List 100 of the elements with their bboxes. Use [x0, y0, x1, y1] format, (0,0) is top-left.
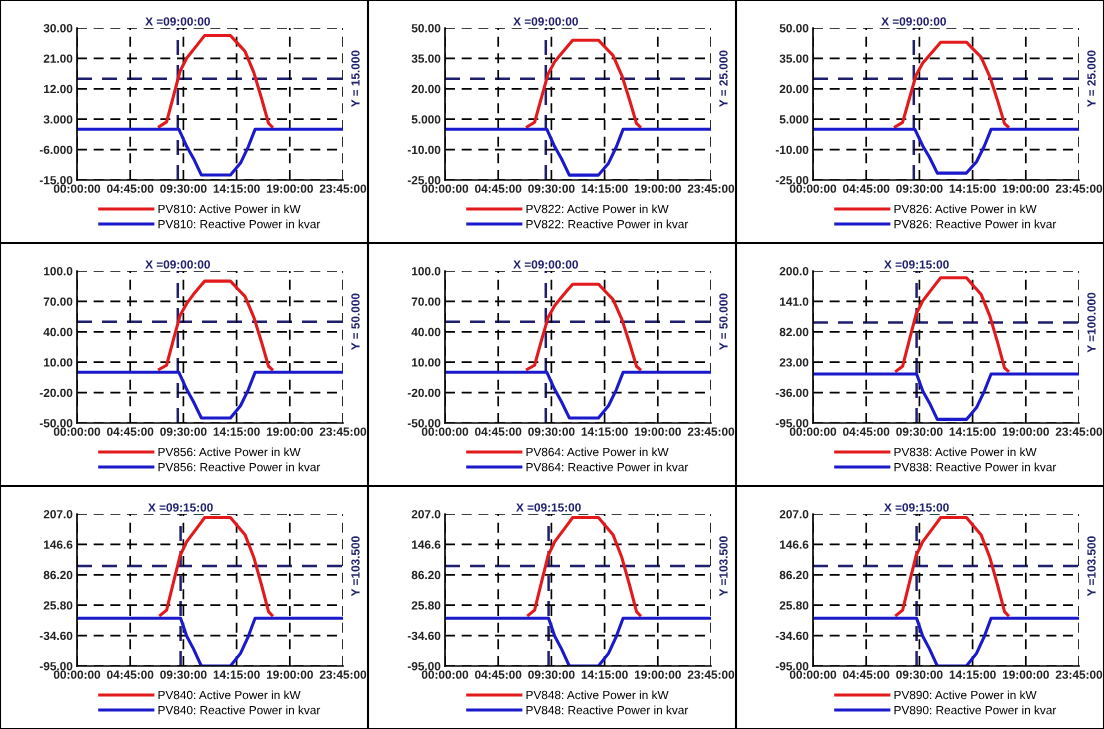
x-tick-label: 09:30:00	[896, 670, 943, 679]
ref-line-label: Y =103.500	[351, 536, 360, 597]
legend-label: PV890: Reactive Power in kvar	[894, 705, 1057, 715]
legend-label: PV848: Reactive Power in kvar	[526, 705, 689, 715]
y-tick-label: 40.00	[411, 327, 441, 337]
y-tick-label: 86.20	[411, 570, 441, 580]
x-tick-label: 23:45:00	[319, 427, 367, 436]
line-series	[894, 515, 1010, 617]
x-tick-label: 00:00:00	[53, 184, 101, 193]
legend-label: PV890: Active Power in kW	[894, 690, 1037, 700]
y-tick-label: 50.00	[411, 24, 441, 33]
legend-label: PV838: Reactive Power in kvar	[894, 462, 1057, 472]
x-tick-label: 23:45:00	[319, 670, 367, 679]
x-tick-label: 23:45:00	[687, 670, 735, 679]
legend-label: PV822: Active Power in kW	[526, 204, 669, 214]
x-tick-label: 04:45:00	[475, 427, 522, 436]
x-tick-label: 19:00:00	[634, 184, 681, 193]
x-tick-label: 09:30:00	[528, 427, 575, 436]
x-tick-label: 00:00:00	[421, 184, 469, 193]
ref-line-label: X =09:00:00	[145, 17, 210, 26]
x-tick-label: 14:15:00	[213, 670, 260, 679]
y-tick-label: -36.00	[775, 388, 809, 398]
y-tick-label: 35.00	[779, 54, 809, 63]
x-tick-label: 09:30:00	[528, 670, 575, 679]
ref-line-label: X =09:00:00	[513, 17, 578, 26]
legend-label: PV856: Active Power in kW	[158, 447, 301, 457]
x-tick-label: 14:15:00	[581, 184, 628, 193]
x-tick-label: 09:30:00	[160, 427, 207, 436]
y-tick-label: -25.00	[407, 176, 441, 185]
legend-label: PV826: Active Power in kW	[894, 204, 1037, 214]
x-tick-label: 04:45:00	[843, 670, 890, 679]
y-tick-label: 30.00	[43, 24, 73, 33]
y-tick-label: -34.60	[775, 631, 809, 641]
line-series	[813, 127, 1079, 175]
x-tick-label: 09:30:00	[528, 184, 575, 193]
ref-line-label: Y =103.500	[1087, 536, 1096, 597]
x-tick-label: 00:00:00	[421, 427, 469, 436]
ref-line-label: Y = 15.000	[351, 50, 360, 108]
legend-label: PV838: Active Power in kW	[894, 447, 1037, 457]
y-tick-label: 3.000	[43, 115, 73, 124]
x-tick-label: 23:45:00	[687, 184, 735, 193]
x-tick-label: 00:00:00	[789, 427, 837, 436]
y-tick-label: 207.0	[779, 510, 809, 519]
y-tick-label: 25.80	[411, 601, 441, 610]
line-series	[893, 40, 1010, 129]
y-tick-label: 86.20	[779, 570, 809, 580]
x-tick-label: 09:30:00	[896, 427, 943, 436]
x-tick-label: 14:15:00	[581, 670, 628, 679]
y-tick-label: 86.20	[43, 570, 73, 580]
ref-line-label: Y = 25.000	[1087, 50, 1096, 108]
ref-line-label: X =09:15:00	[516, 503, 581, 512]
y-tick-label: -20.00	[407, 388, 441, 397]
x-tick-label: 04:45:00	[843, 427, 890, 436]
legend-label: PV840: Reactive Power in kvar	[158, 705, 321, 715]
y-tick-label: 146.6	[780, 540, 809, 549]
legend-label: PV848: Active Power in kW	[526, 690, 669, 700]
ref-line-label: X =09:15:00	[148, 503, 213, 512]
ref-line-label: Y = 50.000	[719, 293, 728, 351]
x-tick-label: 09:30:00	[160, 184, 207, 193]
x-tick-label: 14:15:00	[949, 184, 996, 193]
y-tick-label: 200.0	[779, 267, 809, 276]
x-tick-label: 04:45:00	[107, 670, 154, 679]
y-tick-label: 40.00	[43, 327, 73, 337]
y-tick-label: 10.00	[44, 358, 73, 367]
ref-line-label: X =09:00:00	[881, 17, 946, 26]
ref-line-label: X =09:00:00	[145, 260, 210, 269]
y-tick-label: 5.000	[779, 115, 809, 124]
legend-label: PV810: Reactive Power in kvar	[158, 219, 321, 229]
y-tick-label: 100.0	[412, 267, 441, 276]
y-tick-label: -95.00	[775, 662, 809, 671]
x-tick-label: 00:00:00	[421, 670, 469, 679]
x-tick-label: 23:45:00	[1055, 670, 1103, 679]
x-tick-label: 14:15:00	[949, 427, 996, 436]
y-tick-label: -95.00	[39, 662, 73, 671]
ref-line-label: X =09:15:00	[884, 260, 949, 269]
x-tick-label: 14:15:00	[213, 427, 260, 436]
legend-label: PV810: Active Power in kW	[158, 204, 301, 214]
x-tick-label: 04:45:00	[107, 184, 154, 193]
y-tick-label: 141.0	[780, 297, 809, 306]
legend-label: PV826: Reactive Power in kvar	[894, 219, 1057, 229]
y-tick-label: -95.00	[407, 662, 441, 671]
ref-line-label: Y = 50.000	[351, 293, 360, 351]
line-series	[525, 282, 642, 371]
y-tick-label: 23.00	[779, 358, 809, 367]
x-tick-label: 23:45:00	[687, 427, 735, 436]
x-tick-label: 19:00:00	[1002, 670, 1049, 679]
x-tick-label: 09:30:00	[160, 670, 207, 679]
x-tick-label: 04:45:00	[475, 670, 522, 679]
legend-label: PV864: Reactive Power in kvar	[526, 462, 689, 472]
y-tick-label: -34.60	[39, 631, 73, 641]
y-tick-label: 100.0	[44, 267, 73, 276]
y-tick-label: 207.0	[411, 510, 441, 519]
y-tick-label: 50.00	[779, 24, 809, 33]
ref-line-label: X =09:15:00	[884, 503, 949, 512]
line-series	[525, 38, 642, 129]
line-series	[157, 33, 274, 129]
y-tick-label: -6.000	[39, 145, 73, 154]
legend-label: PV840: Active Power in kW	[158, 690, 301, 700]
y-tick-label: 5.000	[411, 115, 441, 124]
y-tick-label: -10.00	[775, 145, 809, 154]
